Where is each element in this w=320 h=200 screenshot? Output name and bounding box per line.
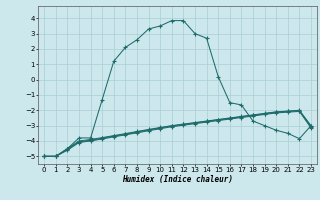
X-axis label: Humidex (Indice chaleur): Humidex (Indice chaleur) (122, 175, 233, 184)
